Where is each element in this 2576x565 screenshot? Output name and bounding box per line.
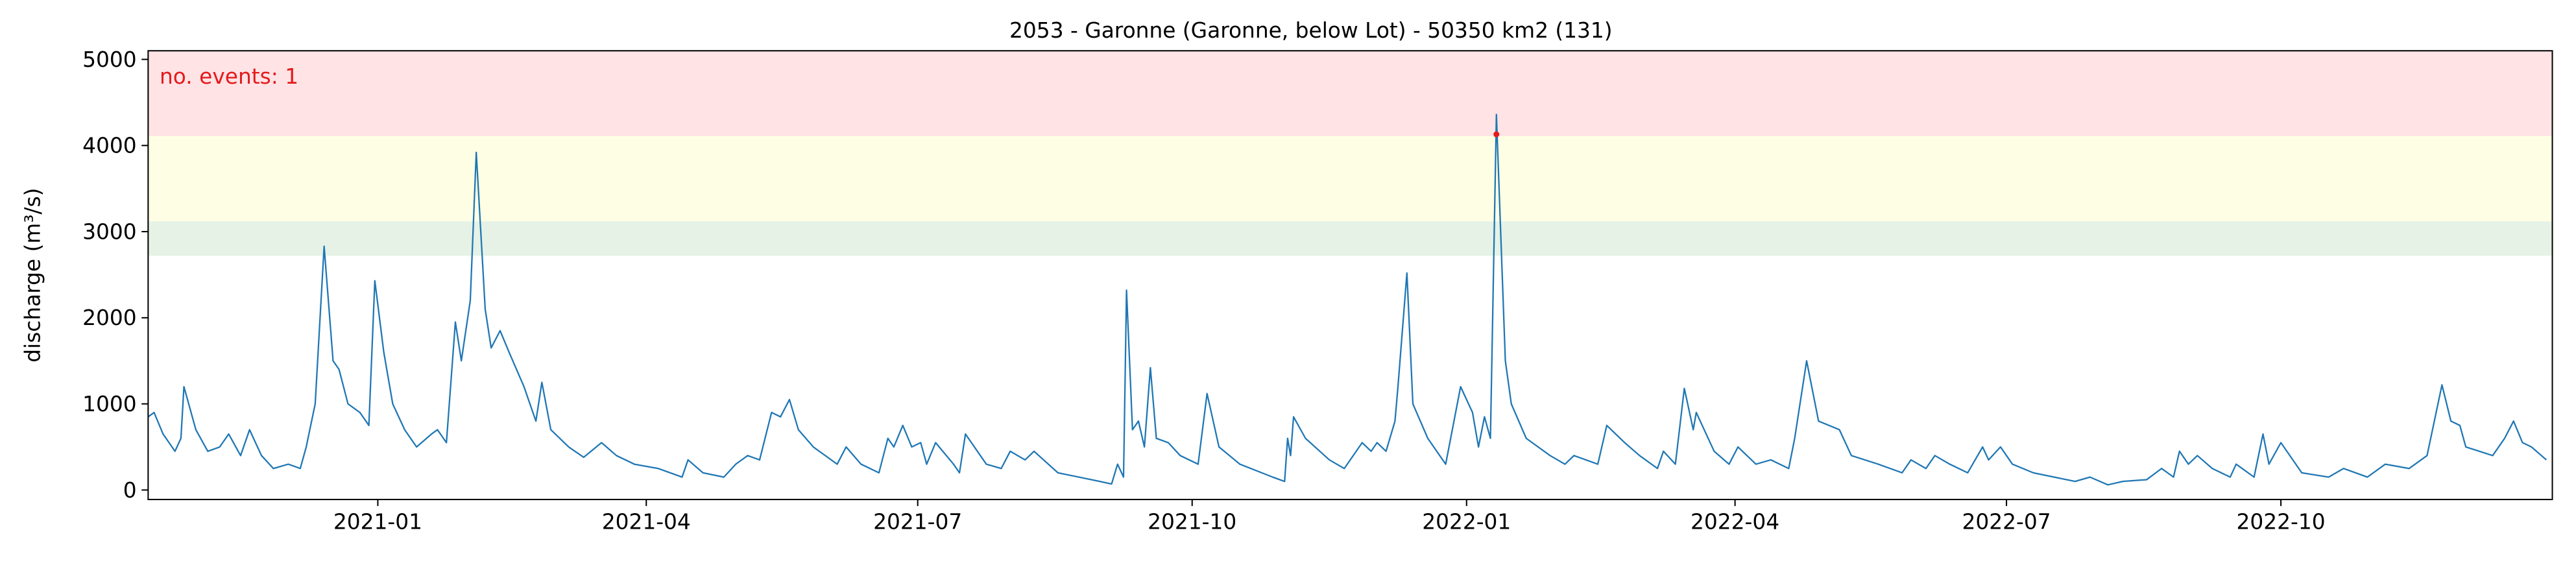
threshold-band (148, 136, 2553, 222)
y-tick-label: 4000 (82, 134, 137, 158)
x-tick-label: 2021-01 (333, 509, 422, 534)
discharge-line (147, 114, 2547, 486)
threshold-band (148, 51, 2553, 136)
event-marker (1493, 131, 1500, 138)
x-tick-label: 2021-10 (1148, 509, 1236, 534)
plot-frame (147, 50, 2553, 501)
event-count: no. events: 1 (160, 64, 298, 89)
x-tick-label: 2021-07 (873, 509, 962, 534)
x-tick-label: 2022-07 (1962, 509, 2051, 534)
y-tick-label: 2000 (82, 306, 137, 330)
y-tick-label: 1000 (82, 392, 137, 416)
y-tick-label: 0 (123, 478, 137, 503)
y-tick-label: 5000 (82, 47, 137, 72)
x-tick-label: 2022-10 (2237, 509, 2326, 534)
x-tick-label: 2021-04 (602, 509, 691, 534)
chart-title: 2053 - Garonne (Garonne, below Lot) - 50… (1009, 18, 1613, 43)
x-tick-label: 2022-01 (1422, 509, 1511, 534)
y-axis-label: discharge (m³/s) (21, 188, 45, 363)
x-tick-label: 2022-04 (1691, 509, 1779, 534)
y-tick-label: 3000 (82, 219, 137, 244)
threshold-band (148, 221, 2553, 256)
